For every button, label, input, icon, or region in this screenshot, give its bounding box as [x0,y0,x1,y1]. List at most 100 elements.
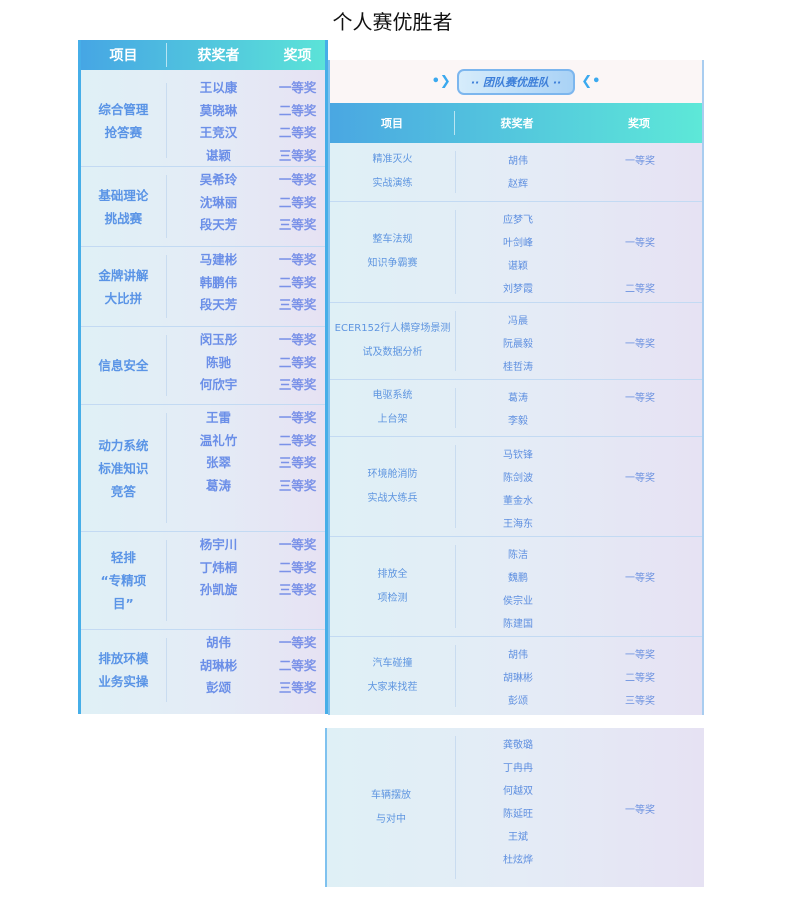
awards-cell: 一等奖 二等奖 [580,202,700,302]
table-row: 动力系统 标准知识 竞答 王雷 温礼竹 张翠 葛涛 一等奖 二等奖 三等奖 三等奖 [81,405,325,532]
award-label: 二等奖 [625,284,655,295]
award-label: 三等奖 [278,582,317,597]
table-row: 轻排 “专精项 目” 杨宇川 丁炜桐 孙凯旋 一等奖 二等奖 三等奖 [81,532,325,630]
table-row: 综合管理 抢答赛 王以康 莫晓琳 王竞汉 谌颖 一等奖 二等奖 二等奖 三等奖 [81,75,325,167]
project-name: 项检测 [377,592,408,604]
award-label: 一等奖 [625,650,655,661]
project-name: 实战大练兵 [367,492,418,504]
award-label: 二等奖 [278,102,317,118]
winner-name: 王斌 [508,832,528,843]
awards-cell: 一等奖 二等奖 三等奖 [270,630,325,710]
award-label: 一等奖 [278,80,317,95]
header-divider [454,111,455,135]
winner-name: 胡伟 [205,635,231,650]
project-name: 实战演练 [372,178,413,189]
project-name: 车辆摆放 [371,789,411,801]
winners-cell: 马钦锋 陈剑波 董金水 王海东 [456,437,580,536]
winner-name: 彭颂 [205,680,231,695]
project-name: 动力系统 [98,437,149,453]
arrow-right-icon: •❯ [431,74,451,89]
award-label: 三等奖 [278,297,317,312]
project-name: 精准灭火 [372,154,413,165]
header-award: 奖项 [283,48,312,64]
awards-cell: 一等奖 二等奖 三等奖 三等奖 [270,405,325,531]
winner-name: 董金水 [503,496,533,507]
table-row: 排放环模 业务实操 胡伟 胡琳彬 彭颂 一等奖 二等奖 三等奖 [81,630,325,710]
awards-cell: 一等奖 [580,728,700,887]
awards-cell: 一等奖 [580,143,700,201]
project-name: 大比拼 [104,290,143,306]
page-title: 个人赛优胜者 [332,10,453,34]
award-label: 二等奖 [278,274,317,290]
winner-name: 陈建国 [503,619,533,630]
header-divider [166,43,167,67]
award-label: 三等奖 [278,217,317,232]
project-cell: 精准灭火 实战演练 [330,151,456,193]
project-cell: 排放环模 业务实操 [81,638,167,702]
award-label: 一等奖 [625,805,655,816]
winners-cell: 陈洁 魏鹏 侯宗业 陈建国 [456,537,580,636]
winner-name: 葛涛 [508,393,528,404]
individual-winners-table: 项目 获奖者 奖项 综合管理 抢答赛 王以康 莫晓琳 王竞汉 谌颖 一等奖 二等奖 二等奖 三等奖… [78,40,328,714]
winners-cell: 胡伟 胡琳彬 彭颂 [167,630,271,710]
table-row: 电驱系统 上台架 葛涛 李毅 一等奖 [330,380,702,437]
award-label: 一等奖 [625,156,655,167]
winner-name: 刘梦霞 [503,284,533,295]
winner-name: 冯晨 [508,316,528,327]
winner-name: 葛涛 [205,477,231,493]
header-project: 项目 [381,117,403,130]
project-cell: 电驱系统 上台架 [330,388,456,428]
table-row: 信息安全 闵玉彤 陈驰 何欣宇 一等奖 二等奖 三等奖 [81,327,325,405]
project-name: 排放全 [377,568,408,580]
awards-cell: 一等奖 二等奖 三等奖 [270,247,325,326]
winner-name: 阮晨毅 [503,339,533,350]
project-name: 轻排 [110,550,136,565]
project-name: 与对中 [376,813,406,825]
header-project: 项目 [109,48,138,64]
award-label: 一等奖 [625,573,655,584]
project-name: 信息安全 [98,358,149,373]
winners-cell: 马建彬 韩鹏伟 段天芳 [167,247,271,326]
award-label: 一等奖 [625,473,655,484]
award-label: 二等奖 [278,559,317,575]
winners-cell: 吴希玲 沈琳丽 段天芳 [167,167,271,246]
winner-name: 段天芳 [199,217,238,232]
table-row: 汽车碰撞 大家来找茬 胡伟 胡琳彬 彭颂 一等奖 二等奖 三等奖 [330,637,702,715]
table-row: 金牌讲解 大比拼 马建彬 韩鹏伟 段天芳 一等奖 二等奖 三等奖 [81,247,325,327]
award-label: 二等奖 [278,657,317,673]
winner-name: 孙凯旋 [199,582,238,597]
project-name: 标准知识 [98,460,149,476]
project-cell: 基础理论 挑战赛 [81,175,167,238]
project-name: 挑战赛 [104,210,143,226]
winner-name: 王竞汉 [199,125,238,140]
project-cell: 综合管理 抢答赛 [81,83,167,158]
awards-cell: 一等奖 二等奖 三等奖 [270,532,325,629]
winner-name: 魏鹏 [508,573,528,584]
project-cell: 整车法规 知识争霸赛 [330,210,456,294]
award-label: 一等奖 [625,339,655,350]
winner-name: 胡伟 [508,650,528,661]
header-winner: 获奖者 [197,48,240,64]
winner-name: 谌颖 [205,147,231,163]
winners-cell: 杨宇川 丁炜桐 孙凯旋 [167,532,271,629]
winner-name: 赵辉 [508,179,528,190]
winner-name: 胡伟 [508,156,528,167]
team-winners-table-continued: 车辆摆放 与对中 龚敬璐 丁冉冉 何越双 陈延旺 王斌 杜炫烨 一等奖 [325,728,704,887]
arrow-left-icon: ❮• [581,74,601,89]
project-name: 大家来找茬 [367,682,418,693]
table-row: 基础理论 挑战赛 吴希玲 沈琳丽 段天芳 一等奖 二等奖 三等奖 [81,167,325,247]
project-cell: 动力系统 标准知识 竞答 [81,413,167,523]
project-cell: 汽车碰撞 大家来找茬 [330,645,456,707]
table-header: 项目 获奖者 奖项 [81,40,325,70]
winner-name: 吴希玲 [199,172,238,187]
winners-cell: 冯晨 阮晨毅 桂哲涛 [456,303,580,379]
winners-cell: 胡伟 胡琳彬 彭颂 [456,637,580,715]
awards-cell: 一等奖 [580,303,700,379]
awards-cell: 一等奖 二等奖 三等奖 [270,327,325,404]
award-label: 一等奖 [278,332,317,347]
award-label: 二等奖 [278,194,317,210]
winner-name: 叶剑峰 [503,238,533,249]
awards-cell: 一等奖 [580,537,700,636]
project-cell: ECER152行人横穿场景测 试及数据分析 [330,311,456,371]
team-winners-table: •❯ ·· 团队赛优胜队 ·· ❮• 项目 获奖者 奖项 精准灭火 实战演练 胡伟赵… [328,60,704,715]
